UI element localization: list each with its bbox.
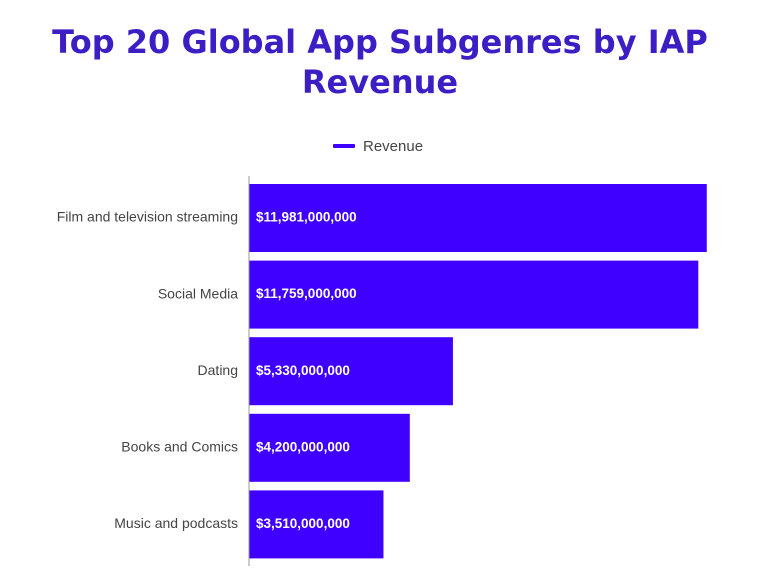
chart-title: Top 20 Global App Subgenres by IAP Reven… [52,23,708,101]
bar-data-label-4: $3,510,000,000 [256,516,350,531]
bar-2 [249,337,453,406]
bar-data-label-2: $5,330,000,000 [256,363,350,378]
bar-0 [249,184,707,252]
category-label-4: Music and podcasts [114,515,238,531]
bar-4 [249,490,384,559]
category-label-3: Books and Comics [121,439,238,455]
legend-swatch-revenue [333,144,355,148]
bar-data-label-1: $11,759,000,000 [256,286,357,301]
chart-legend: Revenue [333,136,423,156]
legend-label-revenue: Revenue [363,137,424,155]
bar-data-label-0: $11,981,000,000 [256,210,357,225]
bar-data-label-3: $4,200,000,000 [256,439,350,454]
bar-1 [249,260,699,329]
bar-3 [249,413,410,482]
category-label-2: Dating [198,362,238,378]
category-label-0: Film and television streaming [57,209,238,225]
category-label-1: Social Media [158,285,238,301]
